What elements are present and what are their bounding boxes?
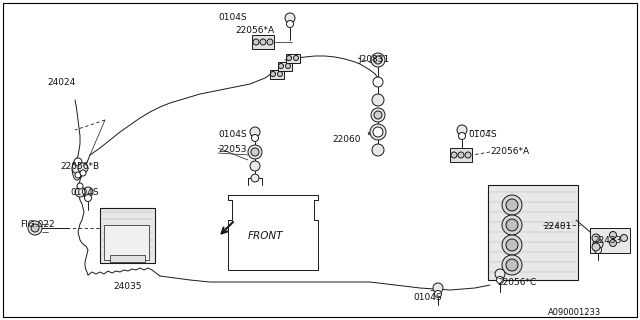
Circle shape — [251, 174, 259, 182]
Circle shape — [465, 152, 471, 158]
Circle shape — [433, 283, 443, 293]
Circle shape — [372, 144, 384, 156]
Bar — [100, 208, 155, 263]
Circle shape — [250, 161, 260, 171]
Circle shape — [278, 63, 284, 68]
Text: 22401: 22401 — [543, 222, 572, 231]
Circle shape — [31, 224, 39, 232]
Circle shape — [251, 148, 259, 156]
Circle shape — [78, 163, 88, 173]
Circle shape — [502, 235, 522, 255]
Circle shape — [506, 239, 518, 251]
Circle shape — [75, 187, 85, 197]
Circle shape — [502, 195, 522, 215]
Circle shape — [271, 71, 275, 76]
Circle shape — [84, 195, 92, 202]
Text: 24035: 24035 — [113, 282, 141, 291]
Circle shape — [287, 55, 291, 60]
Circle shape — [506, 259, 518, 271]
Text: 22056*B: 22056*B — [60, 162, 99, 171]
Bar — [110, 255, 145, 262]
Circle shape — [371, 108, 385, 122]
Text: J20831: J20831 — [358, 55, 389, 64]
Circle shape — [502, 255, 522, 275]
Circle shape — [72, 162, 84, 174]
Bar — [488, 185, 578, 280]
Text: 22056*C: 22056*C — [497, 278, 536, 287]
Circle shape — [502, 215, 522, 235]
Bar — [286, 54, 300, 63]
Circle shape — [595, 246, 602, 253]
Text: 0104S: 0104S — [218, 130, 246, 139]
Bar — [104, 225, 149, 260]
Circle shape — [458, 132, 465, 140]
Circle shape — [83, 187, 93, 197]
Circle shape — [287, 20, 294, 28]
Circle shape — [74, 158, 82, 166]
Circle shape — [506, 199, 518, 211]
Circle shape — [374, 111, 382, 119]
Circle shape — [372, 94, 384, 106]
Circle shape — [80, 170, 86, 176]
Circle shape — [285, 13, 295, 23]
Circle shape — [373, 127, 383, 137]
Circle shape — [506, 219, 518, 231]
Circle shape — [278, 71, 282, 76]
Circle shape — [285, 63, 291, 68]
Bar — [252, 35, 274, 49]
Circle shape — [621, 235, 627, 242]
Circle shape — [248, 145, 262, 159]
Circle shape — [75, 172, 81, 178]
Circle shape — [497, 276, 504, 284]
Circle shape — [370, 124, 386, 140]
Bar — [270, 70, 284, 79]
Text: 22433: 22433 — [593, 236, 621, 245]
Circle shape — [593, 239, 603, 249]
Circle shape — [250, 127, 260, 137]
Circle shape — [373, 77, 383, 87]
Bar — [590, 228, 630, 253]
Circle shape — [495, 269, 505, 279]
Text: FIG.022: FIG.022 — [20, 220, 54, 229]
Text: A090001233: A090001233 — [548, 308, 601, 317]
Text: 0104S: 0104S — [468, 130, 497, 139]
Circle shape — [592, 243, 600, 251]
Text: 0104S: 0104S — [70, 188, 99, 197]
Bar — [278, 62, 292, 71]
Circle shape — [457, 125, 467, 135]
Circle shape — [371, 53, 385, 67]
Circle shape — [252, 134, 259, 141]
Text: 22060: 22060 — [332, 135, 360, 144]
Circle shape — [435, 291, 442, 298]
Circle shape — [609, 231, 616, 238]
Circle shape — [77, 183, 83, 189]
Circle shape — [267, 39, 273, 45]
Circle shape — [609, 239, 616, 246]
Text: FRONT: FRONT — [248, 231, 284, 241]
Circle shape — [458, 152, 464, 158]
Text: 22056*A: 22056*A — [235, 26, 274, 35]
Text: 22056*A: 22056*A — [490, 147, 529, 156]
Text: 22053: 22053 — [218, 145, 246, 154]
Circle shape — [253, 39, 259, 45]
Circle shape — [260, 39, 266, 45]
Circle shape — [374, 56, 382, 64]
Circle shape — [451, 152, 457, 158]
Circle shape — [28, 221, 42, 235]
Bar — [450, 148, 472, 162]
Text: 24024: 24024 — [47, 78, 76, 87]
Circle shape — [294, 55, 298, 60]
Text: 0104S: 0104S — [218, 13, 246, 22]
Text: 0104S: 0104S — [413, 293, 442, 302]
Circle shape — [592, 234, 600, 242]
